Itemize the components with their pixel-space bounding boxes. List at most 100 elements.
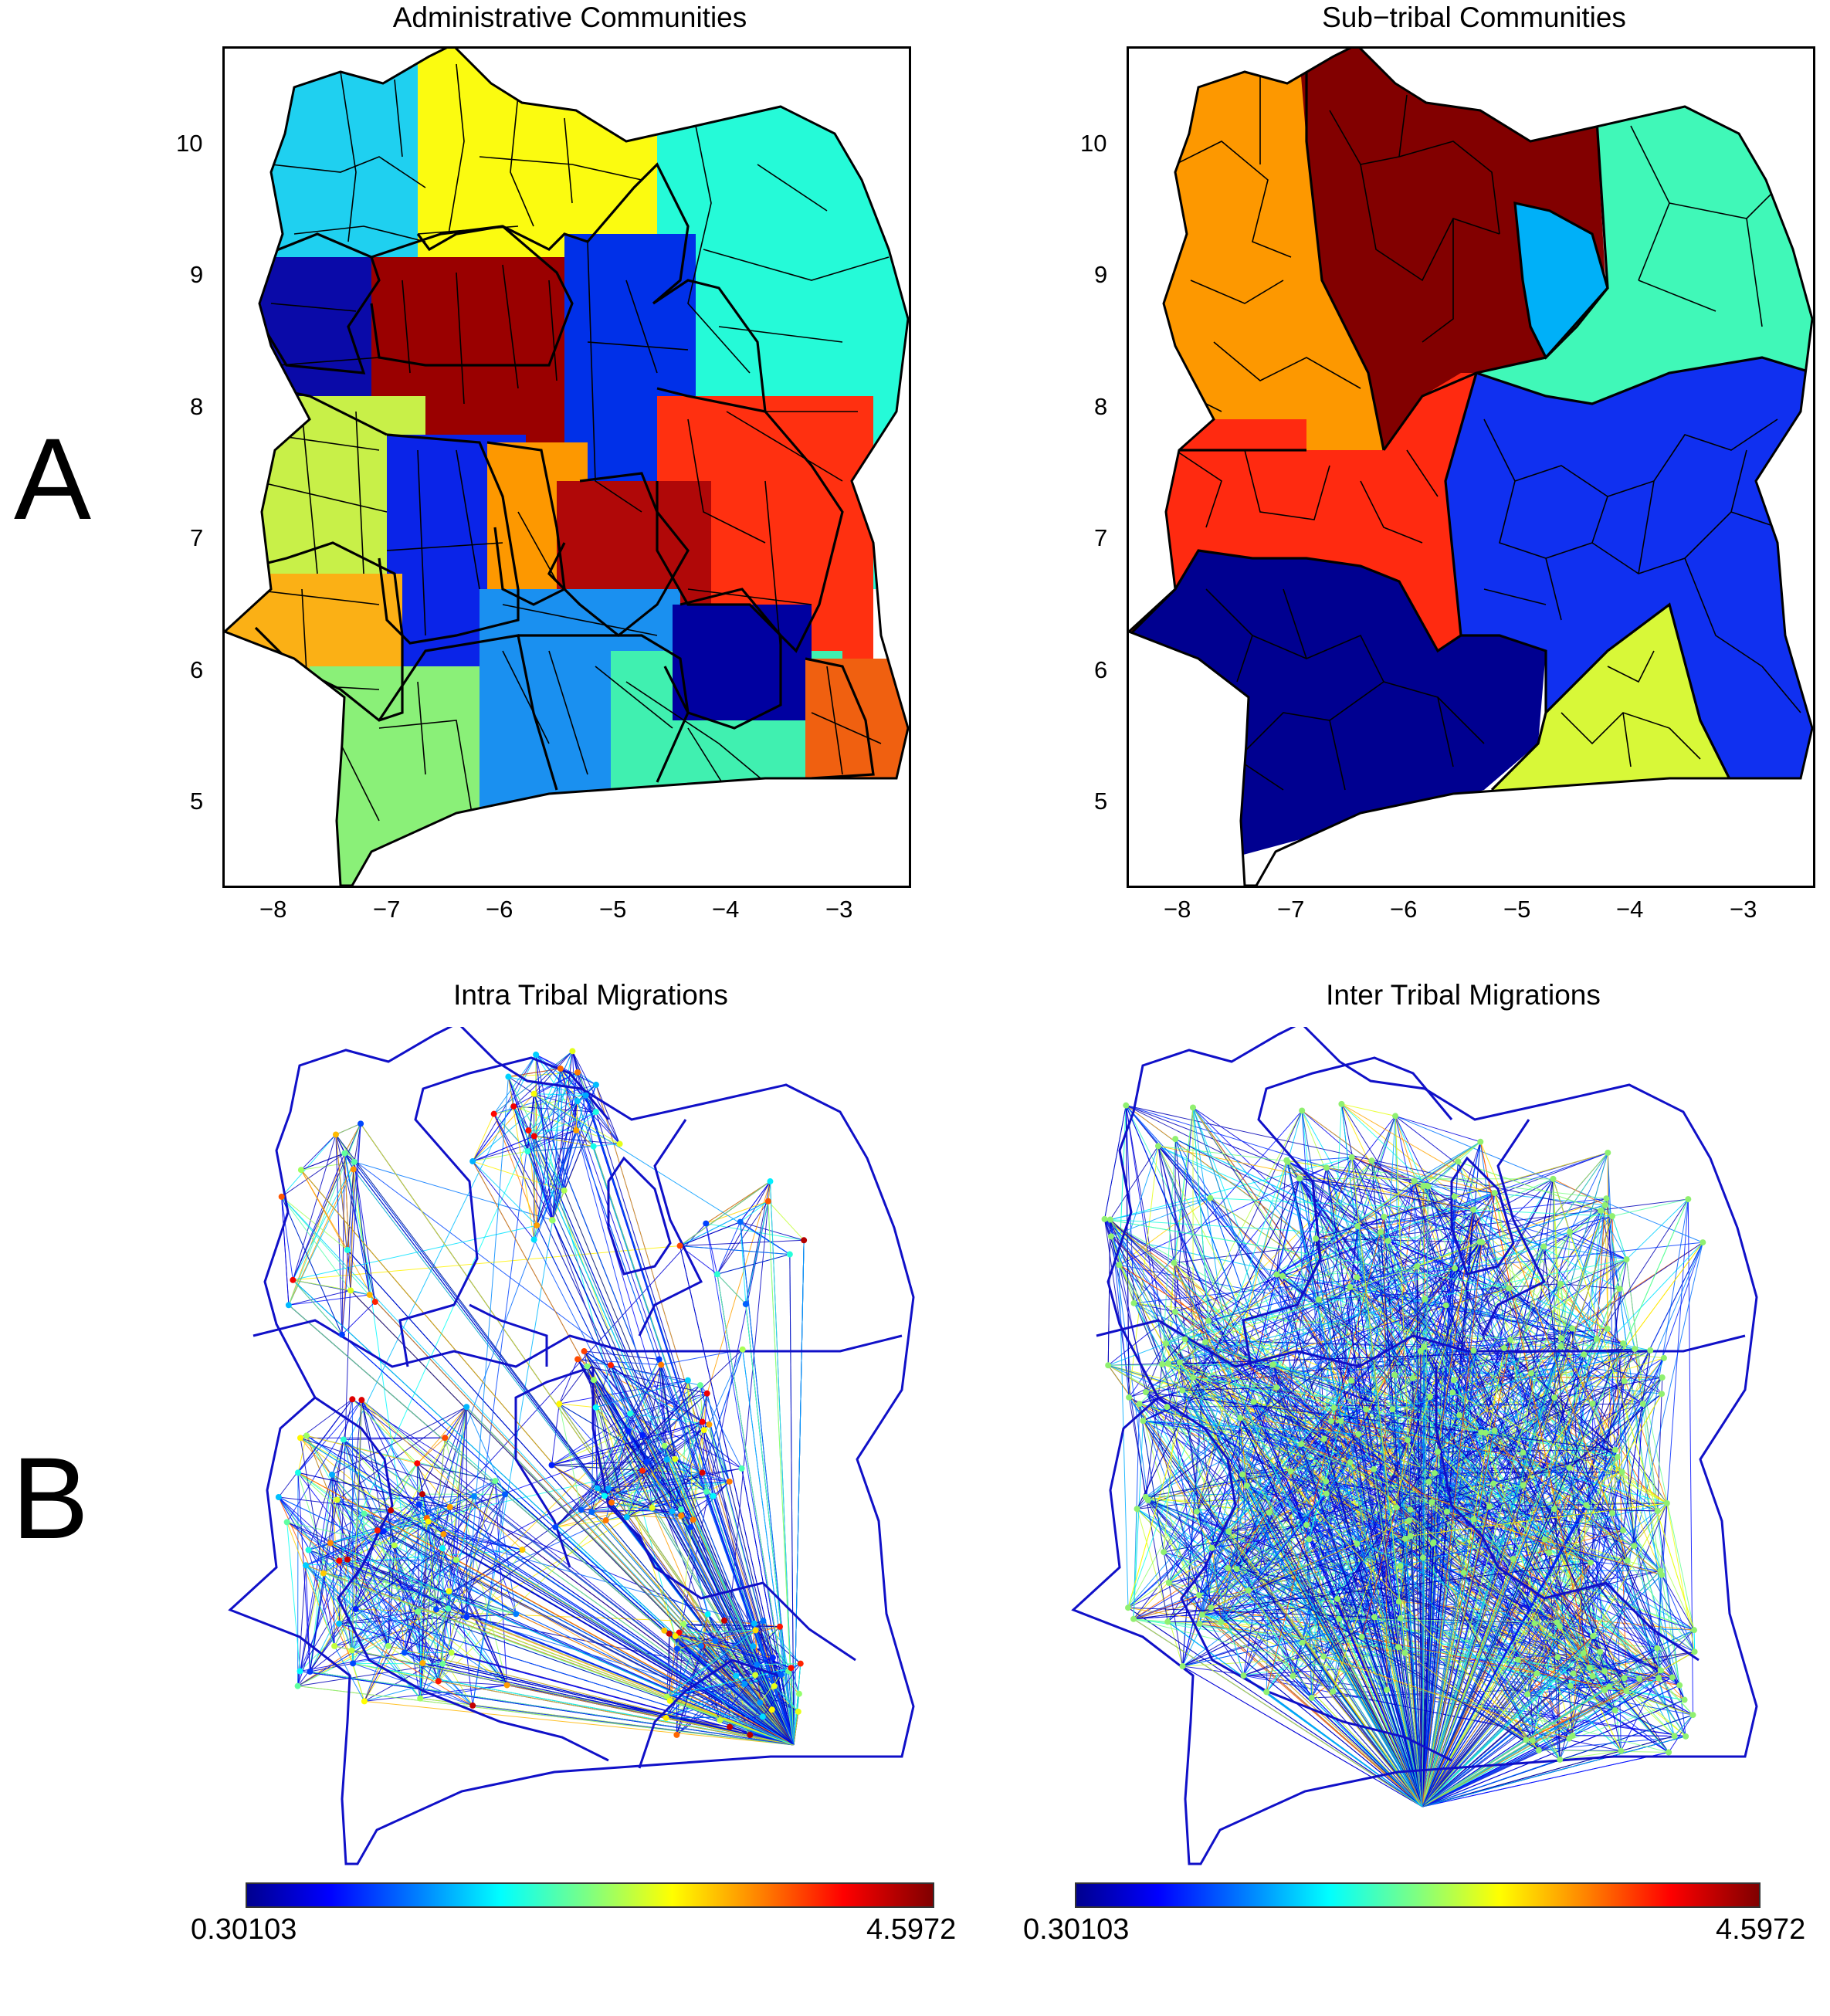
community-node — [471, 1493, 478, 1499]
community-node — [1384, 1686, 1391, 1693]
migration-edge — [1221, 1543, 1434, 1623]
migration-edge — [1357, 1543, 1423, 1808]
migration-edge — [717, 1181, 771, 1275]
migration-edge — [534, 1084, 597, 1240]
community-node — [1273, 1384, 1280, 1391]
community-node — [1190, 1374, 1197, 1381]
community-node — [1358, 1633, 1365, 1640]
migration-edge — [281, 1196, 293, 1280]
community-node — [1655, 1675, 1662, 1682]
migration-edge — [1315, 1238, 1325, 1439]
migration-edge — [1569, 1232, 1627, 1260]
migration-edge — [1409, 1259, 1627, 1510]
migration-edge — [1318, 1276, 1357, 1300]
migration-edge — [1416, 1198, 1607, 1267]
migration-edge — [297, 1472, 310, 1672]
migration-edge — [355, 1547, 443, 1610]
migration-edge — [1196, 1511, 1423, 1808]
migration-edge — [1422, 1186, 1428, 1808]
migration-edge — [1459, 1415, 1591, 1669]
migration-edge — [552, 1130, 577, 1221]
migration-edge — [300, 1438, 324, 1574]
community-node — [676, 1242, 683, 1249]
migration-edge — [472, 1072, 578, 1162]
migration-edge — [558, 1366, 588, 1404]
community-node — [778, 1672, 785, 1679]
migration-edge — [404, 1608, 449, 1653]
migration-edge — [1422, 1699, 1685, 1808]
migration-edge — [1422, 1380, 1455, 1808]
migration-edge — [1422, 1629, 1695, 1808]
community-node — [1196, 1621, 1203, 1628]
migration-edge — [1246, 1167, 1327, 1486]
community-node — [1323, 1164, 1330, 1171]
migration-edge — [493, 1113, 553, 1221]
community-node — [1491, 1427, 1498, 1434]
community-node — [358, 1120, 364, 1127]
migration-edge — [1161, 1139, 1176, 1364]
migration-edge — [1422, 1673, 1537, 1808]
migration-edge — [300, 1169, 795, 1746]
community-node — [1287, 1468, 1294, 1475]
community-node — [574, 1098, 581, 1105]
migration-edge — [1107, 1311, 1176, 1366]
community-node — [385, 1642, 392, 1649]
migration-edge — [676, 1430, 705, 1649]
migration-edge — [419, 1480, 496, 1699]
community-node — [1142, 1389, 1149, 1396]
x-tick-label: −8 — [259, 896, 287, 923]
migration-edge — [308, 1550, 507, 1686]
migration-edge — [1139, 1404, 1184, 1667]
migration-edge — [1410, 1503, 1667, 1537]
migration-edge — [1147, 1268, 1456, 1501]
community-node — [371, 1299, 378, 1306]
migration-edge — [352, 1504, 420, 1664]
migration-edge — [595, 1380, 689, 1408]
migration-edge — [593, 1379, 703, 1473]
migration-edge — [1293, 1675, 1313, 1699]
migration-edge — [1182, 1178, 1300, 1667]
community-node — [1587, 1559, 1594, 1566]
migration-edge — [300, 1153, 345, 1171]
community-node — [733, 1672, 740, 1679]
community-node — [1296, 1175, 1303, 1182]
migration-edge — [706, 1181, 771, 1225]
migration-edge — [610, 1364, 692, 1528]
community-node — [1347, 1459, 1354, 1465]
community-node — [452, 1557, 459, 1564]
migration-edge — [286, 1522, 335, 1647]
migration-edge — [1300, 1443, 1423, 1808]
migration-edge — [1147, 1499, 1222, 1623]
migration-edge — [551, 1084, 597, 1221]
community-node — [1506, 1285, 1513, 1292]
community-node — [1377, 1228, 1384, 1235]
migration-edge — [281, 1196, 343, 1335]
migration-edge — [1179, 1362, 1423, 1808]
community-node — [1623, 1688, 1630, 1695]
community-node — [712, 1638, 719, 1645]
migration-edge — [720, 1675, 756, 1721]
migration-edge — [494, 1481, 508, 1686]
community-node — [605, 1485, 612, 1492]
migration-edge — [1615, 1242, 1703, 1450]
migration-edge — [1168, 1582, 1222, 1623]
migration-edge — [1145, 1364, 1163, 1497]
community-node — [1136, 1401, 1143, 1408]
community-node — [1470, 1347, 1477, 1354]
community-node — [1477, 1138, 1484, 1145]
community-node — [643, 1458, 650, 1465]
migration-edge — [1182, 1618, 1401, 1667]
migration-edge — [1133, 1618, 1669, 1753]
migration-edge — [281, 1196, 348, 1251]
community-node — [1546, 1550, 1553, 1557]
migration-edge — [1414, 1141, 1481, 1181]
community-node — [433, 1606, 440, 1613]
community-node — [329, 1471, 336, 1478]
community-node — [1523, 1736, 1530, 1743]
migration-edge — [472, 1054, 537, 1162]
intra-tribal-migration-network — [228, 1027, 915, 1865]
community-node — [1666, 1749, 1672, 1756]
migration-edge — [419, 1503, 795, 1746]
community-node — [764, 1198, 771, 1205]
migration-edge — [1605, 1198, 1627, 1260]
